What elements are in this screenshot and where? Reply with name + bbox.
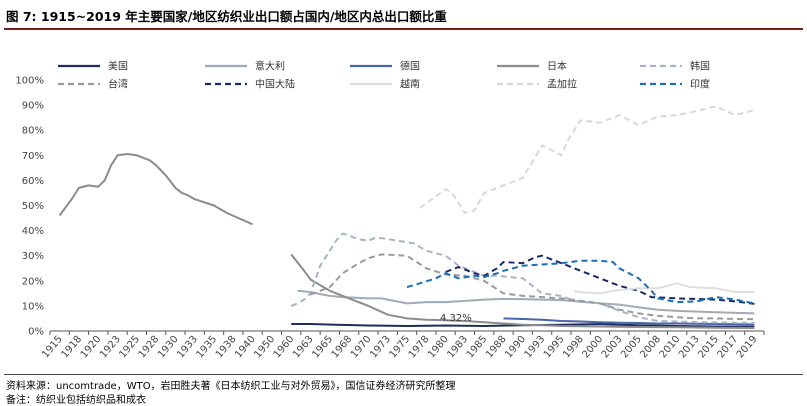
y-tick-label: 70% xyxy=(22,151,44,162)
y-tick-label: 100% xyxy=(15,76,44,87)
x-tick-label: 2013 xyxy=(677,334,702,361)
legend-label: 美国 xyxy=(108,60,128,73)
x-tick-label: 1938 xyxy=(214,334,239,361)
legend-label: 台湾 xyxy=(108,78,128,91)
x-tick-label: 1933 xyxy=(175,334,200,361)
y-tick-label: 30% xyxy=(22,251,44,262)
x-tick-label: 1968 xyxy=(330,334,355,361)
x-tick-label: 2005 xyxy=(619,334,644,361)
x-tick-label: 1998 xyxy=(561,334,586,361)
x-tick-label: 1970 xyxy=(349,334,374,361)
x-tick-label: 2017 xyxy=(716,334,741,361)
x-tick-label: 1963 xyxy=(291,334,316,361)
title-rule xyxy=(4,28,803,30)
x-tick-label: 1960 xyxy=(272,334,297,361)
y-tick-label: 0% xyxy=(28,327,44,338)
x-tick-label: 2003 xyxy=(600,334,625,361)
series-line xyxy=(58,153,254,226)
legend-label: 意大利 xyxy=(255,60,285,73)
series-line xyxy=(297,289,755,315)
line-chart: 0% 10% 20% 30% 40% 50% 60% 70% 80% 90% 100% 1915191… xyxy=(15,60,765,361)
x-tick-label: 2019 xyxy=(735,334,760,361)
legend-label: 韩国 xyxy=(690,60,710,73)
x-tick-label: 2015 xyxy=(696,334,721,361)
x-tick-label: 1990 xyxy=(503,334,528,361)
series-line xyxy=(310,253,755,321)
x-tick-label: 1930 xyxy=(156,334,181,361)
legend-label: 中国大陆 xyxy=(255,78,295,91)
x-tick-label: 1935 xyxy=(195,334,220,361)
series-line xyxy=(406,259,755,305)
y-tick-label: 50% xyxy=(22,201,44,212)
legend-label: 德国 xyxy=(400,60,420,73)
x-tick-label: 1985 xyxy=(465,334,490,361)
series-line xyxy=(290,232,755,324)
x-tick-label: 1940 xyxy=(233,334,258,361)
legend-label: 日本 xyxy=(547,60,567,73)
annotation-label: 4.32% xyxy=(440,313,472,324)
legend-label: 孟加拉 xyxy=(547,78,577,91)
x-tick-label: 2000 xyxy=(580,334,605,361)
legend-label: 印度 xyxy=(690,78,710,91)
series-line xyxy=(574,282,755,295)
series-line xyxy=(445,254,755,305)
x-tick-label: 1920 xyxy=(79,334,104,361)
x-tick-label: 1925 xyxy=(117,334,142,361)
y-tick-label: 90% xyxy=(22,101,44,112)
x-tick-label: 1993 xyxy=(523,334,548,361)
x-tick-label: 1923 xyxy=(98,334,123,361)
source-note: 资料来源：uncomtrade，WTO，岩田胜夫著《日本纺织工业与对外贸易》，国… xyxy=(6,381,456,392)
x-tick-label: 1950 xyxy=(252,334,277,361)
y-tick-label: 10% xyxy=(22,301,44,312)
x-tick-label: 2010 xyxy=(658,334,683,361)
y-tick-label: 20% xyxy=(22,276,44,287)
y-tick-label: 40% xyxy=(22,226,44,237)
series-line xyxy=(419,105,755,214)
x-tick-label: 1918 xyxy=(59,334,84,361)
x-tick-label: 1915 xyxy=(40,334,65,361)
x-tick-label: 1973 xyxy=(368,334,393,361)
x-tick-label: 1975 xyxy=(388,334,413,361)
y-tick-label: 60% xyxy=(22,176,44,187)
x-tick-label: 1983 xyxy=(445,334,470,361)
series-layer xyxy=(58,105,755,329)
annotation-layer: 4.32% xyxy=(440,313,472,324)
x-tick-label: 1980 xyxy=(426,334,451,361)
x-tick-label: 1995 xyxy=(542,334,567,361)
footer-rule xyxy=(4,374,803,375)
x-tick-label: 1988 xyxy=(484,334,509,361)
x-tick-label: 1965 xyxy=(310,334,335,361)
series-line xyxy=(290,253,755,329)
figure-title: 图 7: 1915~2019 年主要国家/地区纺织业出口额占国内/地区内总出口额… xyxy=(6,9,447,24)
x-tick-label: 1978 xyxy=(407,334,432,361)
x-tick-label: 2008 xyxy=(638,334,663,361)
y-tick-label: 80% xyxy=(22,126,44,137)
x-tick-label: 1928 xyxy=(137,334,162,361)
series-line xyxy=(503,317,755,326)
remark-note: 备注：纺织业包括纺织品和成衣 xyxy=(6,395,146,406)
legend-label: 越南 xyxy=(400,78,420,91)
